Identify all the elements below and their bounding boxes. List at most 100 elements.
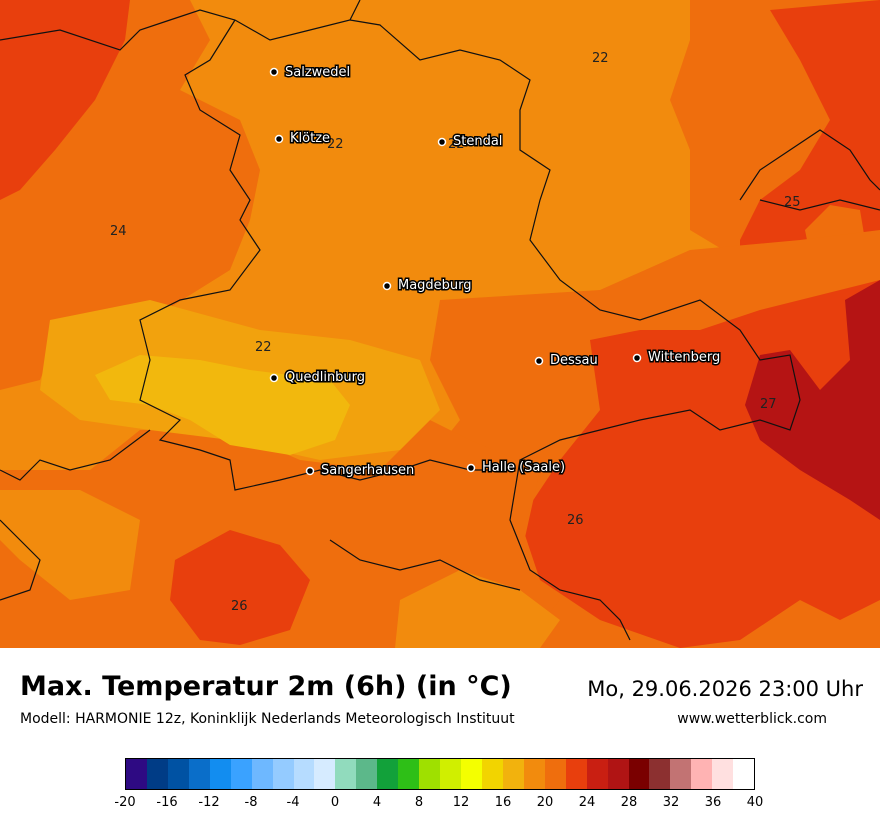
- legend-swatch: [649, 759, 671, 789]
- field-22-south: [0, 490, 140, 600]
- legend-swatch: [419, 759, 441, 789]
- legend-tick-label: -16: [156, 795, 178, 810]
- contour-labels: 22 22 22 24 22 25 27 26 26: [110, 51, 801, 614]
- legend-swatch: [712, 759, 734, 789]
- city-label: Dessau: [550, 353, 598, 368]
- legend-swatch: [691, 759, 713, 789]
- legend-swatch: [440, 759, 461, 789]
- legend-tick-label: 8: [414, 795, 424, 810]
- legend-tick-label: 36: [704, 795, 722, 810]
- legend-swatch: [146, 759, 168, 789]
- contour-label: 22: [327, 137, 344, 152]
- city-magdeburg: Magdeburg: [382, 277, 473, 295]
- website-link[interactable]: www.wetterblick.com: [677, 711, 827, 727]
- city-dot: [437, 137, 447, 147]
- legend-swatch: [607, 759, 629, 789]
- map-title: Max. Temperatur 2m (6h) (in °C): [20, 671, 512, 702]
- legend-ticks: -20 -16 -12 -8 -4 0 4 8 12 16 20 24 28 32 36 40: [0, 795, 880, 815]
- legend-swatch: [377, 759, 399, 789]
- border-line: [0, 519, 41, 601]
- legend-tick-label: -20: [114, 795, 136, 810]
- legend-swatch: [272, 759, 294, 789]
- legend-swatch: [565, 759, 587, 789]
- map-canvas: 22 22 22 24 22 25 27 26 26 Salzwedel Klö…: [0, 0, 880, 648]
- city-wittenberg: Wittenberg: [632, 349, 722, 367]
- legend-tick-label: 40: [746, 795, 764, 810]
- legend-tick-label: -12: [198, 795, 220, 810]
- legend-swatch: [209, 759, 231, 789]
- temperature-map: 22 22 22 24 22 25 27 26 26 Salzwedel Klö…: [0, 0, 880, 648]
- color-legend: [125, 758, 755, 790]
- city-label: Magdeburg: [398, 278, 472, 293]
- legend-tick-label: 0: [330, 795, 340, 810]
- contour-label: 26: [231, 599, 248, 614]
- contour-label: 25: [784, 195, 801, 210]
- legend-tick-label: 20: [536, 795, 554, 810]
- city-label: Salzwedel: [285, 65, 350, 80]
- city-label: Sangerhausen: [321, 463, 414, 478]
- city-halle: Halle (Saale): [466, 459, 567, 477]
- legend-swatch: [293, 759, 315, 789]
- legend-swatch: [335, 759, 357, 789]
- city-markers: Salzwedel Klötze Stendal Magdeburg Dessa…: [269, 64, 722, 480]
- city-label: Stendal: [453, 134, 502, 149]
- contour-label: 24: [110, 224, 127, 239]
- legend-swatch: [586, 759, 608, 789]
- border-line: [0, 0, 361, 51]
- border-line: [739, 129, 880, 201]
- contour-label: 22: [448, 137, 465, 152]
- legend-swatch: [314, 759, 336, 789]
- legend-tick-label: 28: [620, 795, 638, 810]
- legend-swatch: [670, 759, 692, 789]
- contour-label: 26: [567, 513, 584, 528]
- legend-tick-label: 32: [662, 795, 680, 810]
- legend-swatch: [502, 759, 524, 789]
- model-subtitle: Modell: HARMONIE 12z, Koninklijk Nederla…: [20, 711, 515, 727]
- legend-tick-label: -8: [244, 795, 258, 810]
- city-quedlinburg: Quedlinburg: [269, 369, 367, 387]
- city-dot: [466, 463, 476, 473]
- city-dot: [274, 134, 284, 144]
- state-borders: [0, 0, 880, 641]
- legend-swatch: [251, 759, 273, 789]
- legend-tick-label: 12: [452, 795, 470, 810]
- city-dot: [269, 373, 279, 383]
- city-label: Quedlinburg: [285, 370, 365, 385]
- city-label: Wittenberg: [648, 350, 720, 365]
- city-dessau: Dessau: [534, 352, 599, 370]
- city-salzwedel: Salzwedel: [269, 64, 352, 82]
- city-sangerhausen: Sangerhausen: [305, 462, 416, 480]
- legend-swatch: [356, 759, 378, 789]
- legend-swatch: [628, 759, 650, 789]
- legend-swatch: [398, 759, 420, 789]
- border-line: [329, 539, 521, 591]
- city-label: Halle (Saale): [482, 460, 565, 475]
- contour-label: 22: [255, 340, 272, 355]
- legend-tick-label: 16: [494, 795, 512, 810]
- legend-swatch: [188, 759, 210, 789]
- legend-swatch: [230, 759, 252, 789]
- legend-swatch: [544, 759, 566, 789]
- field-18-quedlinburg: [95, 355, 350, 455]
- contour-label: 22: [592, 51, 609, 66]
- field-26-southwest: [170, 530, 310, 645]
- border-line: [0, 429, 151, 481]
- city-dot: [269, 67, 279, 77]
- field-22-southeast: [395, 570, 560, 648]
- border-line: [139, 19, 510, 491]
- legend-swatch: [523, 759, 545, 789]
- city-kloetze: Klötze: [274, 130, 332, 148]
- border-line: [759, 199, 880, 211]
- legend-swatch: [461, 759, 482, 789]
- border-line: [349, 19, 801, 641]
- field-28-east: [745, 280, 880, 520]
- city-dot: [305, 466, 315, 476]
- field-26-northwest: [0, 0, 130, 200]
- legend-swatch: [733, 759, 755, 789]
- legend-swatch: [481, 759, 503, 789]
- legend-tick-label: -4: [286, 795, 300, 810]
- city-stendal: Stendal: [437, 133, 504, 151]
- contour-label: 27: [760, 397, 777, 412]
- city-dot: [534, 356, 544, 366]
- city-dot: [632, 353, 642, 363]
